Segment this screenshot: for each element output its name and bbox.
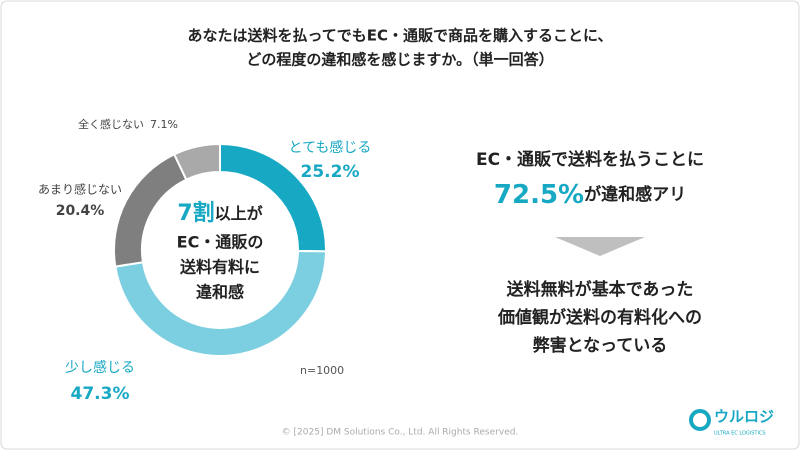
center-line: 送料有料に	[179, 258, 260, 277]
donut-segment	[114, 249, 328, 357]
center-line: EC・通販の	[177, 233, 264, 252]
value-label: 47.3%	[71, 384, 130, 404]
value-label: 7.1%	[150, 118, 178, 131]
conclusion-line: 弊害となっている	[533, 335, 668, 356]
category-label: あまり感じない	[38, 182, 122, 197]
summary-line: EC・通販で送料を払うことに	[476, 149, 704, 170]
donut-segment	[172, 142, 221, 181]
center-highlight: 7割	[177, 200, 214, 226]
conclusion-line: 送料無料が基本であった	[507, 279, 694, 300]
arrow	[555, 237, 645, 256]
category-label: とても感じる	[289, 139, 372, 156]
title-line: あなたは送料を払ってでもEC・通販で商品を購入することに、	[187, 27, 612, 45]
center-line: 違和感	[196, 283, 244, 302]
logo: ウルロジ ULTRA EC LOGISTICS	[689, 408, 774, 437]
conclusion-line: 価値観が送料の有料化への	[497, 307, 702, 328]
footer: © [2025] DM Solutions Co., Ltd. All Righ…	[282, 428, 519, 438]
summary-highlight: 72.5%	[494, 180, 584, 210]
note: n=1000	[300, 364, 344, 377]
value-label: 20.4%	[56, 203, 105, 219]
summary-highlight-line: 72.5%が違和感アリ	[494, 180, 686, 210]
summary-suffix: が違和感アリ	[584, 184, 686, 205]
logo-name: ウルロジ	[714, 408, 774, 426]
category-label: 全く感じない	[78, 117, 144, 131]
category-label: 少し感じる	[65, 359, 135, 376]
logo-tagline: ULTRA EC LOGISTICS	[714, 431, 766, 437]
center-line: 7割以上が	[177, 200, 262, 226]
center-text: 以上が	[215, 204, 263, 223]
value-label: 25.2%	[301, 162, 360, 182]
logo-icon	[689, 409, 711, 431]
title-line: どの程度の違和感を感じますか。（単一回答）	[246, 51, 553, 69]
